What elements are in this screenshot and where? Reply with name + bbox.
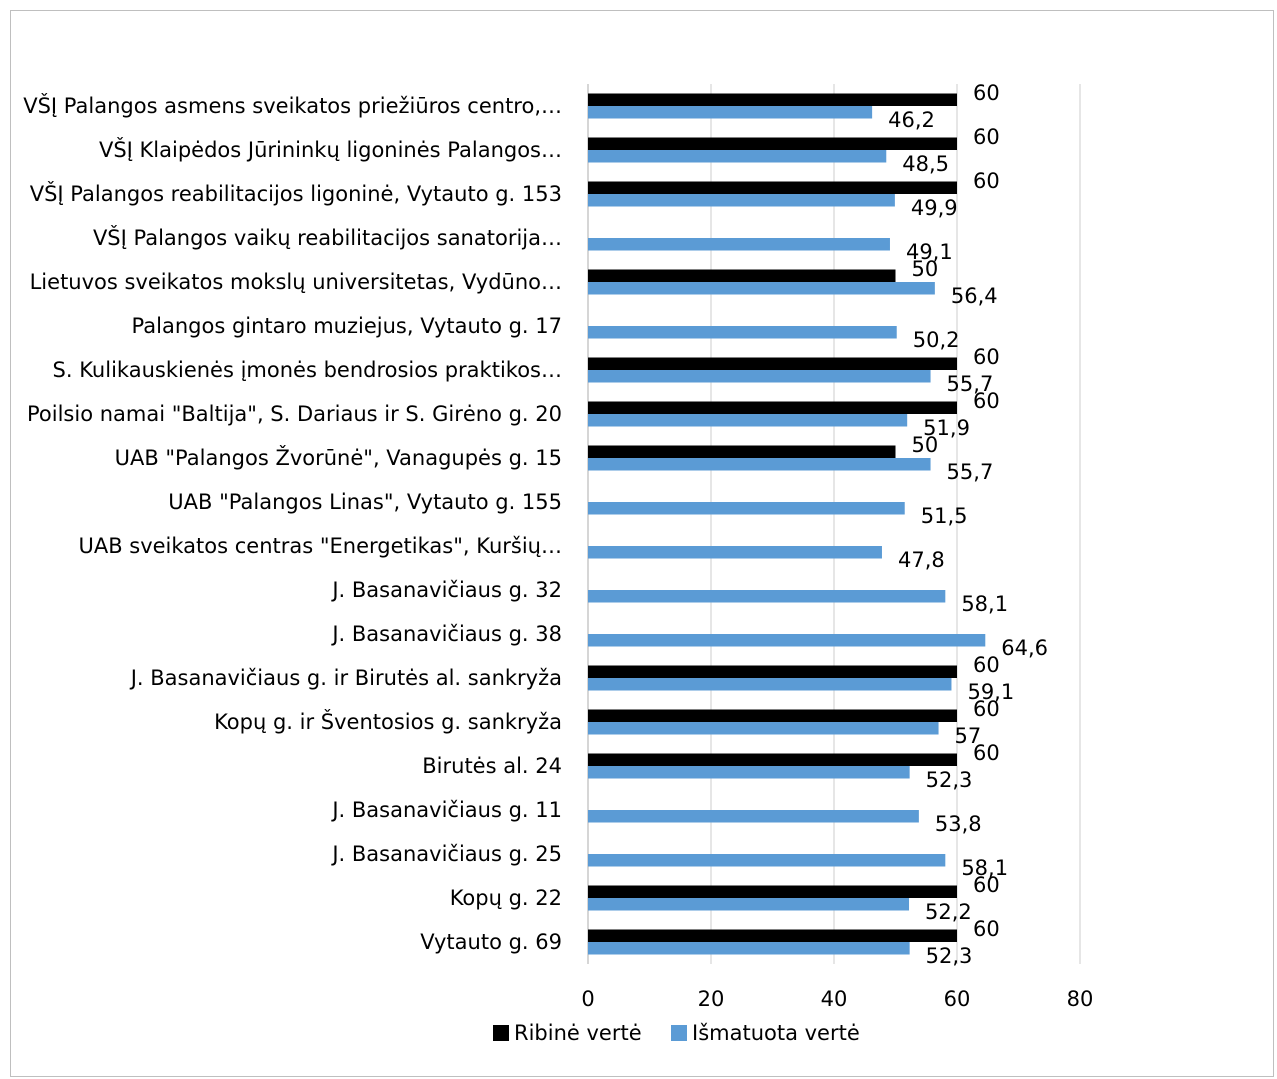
bar-ismatuota-15 [588,766,910,779]
category-label-6: S. Kulikauskienės įmonės bendrosios prak… [53,358,562,382]
bar-ismatuota-4 [588,282,935,295]
category-label-15: Birutės al. 24 [422,754,562,778]
category-label-10: UAB sveikatos centras "Energetikas", Kur… [78,534,562,558]
bar-ribine-14 [588,709,957,722]
data-label-ismatuota-17: 58,1 [961,856,1008,880]
bar-ribine-19 [588,929,957,942]
category-label-5: Palangos gintaro muziejus, Vytauto g. 17 [132,314,562,338]
data-label-ribine-7: 60 [973,389,1000,413]
data-label-ismatuota-5: 50,2 [913,328,960,352]
bar-ribine-7 [588,401,957,414]
bar-ribine-1 [588,137,957,150]
bar-ismatuota-8 [588,458,931,471]
data-label-ismatuota-14: 57 [955,724,982,748]
data-label-ismatuota-6: 55,7 [947,372,994,396]
data-label-ribine-8: 50 [912,433,939,457]
data-label-ismatuota-18: 52,2 [925,900,972,924]
bar-ismatuota-3 [588,238,890,251]
bar-ismatuota-13 [588,678,952,691]
bar-ribine-0 [588,93,957,106]
bar-ismatuota-1 [588,150,887,163]
bar-ismatuota-6 [588,370,931,383]
category-label-13: J. Basanavičiaus g. ir Birutės al. sankr… [129,666,562,690]
category-label-12: J. Basanavičiaus g. 38 [330,622,562,646]
bar-ismatuota-0 [588,106,873,119]
x-tick-label-2: 40 [821,987,848,1011]
x-tick-label-0: 0 [581,987,594,1011]
bar-ismatuota-17 [588,854,946,867]
data-label-ismatuota-4: 56,4 [951,284,998,308]
bar-ismatuota-18 [588,898,910,911]
data-label-ismatuota-13: 59,1 [967,680,1014,704]
x-tick-label-3: 60 [944,987,971,1011]
legend-swatch-ribine [493,1025,509,1041]
category-label-2: VŠĮ Palangos reabilitacijos ligoninė, Vy… [30,181,562,206]
data-label-ribine-4: 50 [912,257,939,281]
category-label-14: Kopų g. ir Šventosios g. sankryža [214,709,562,734]
bar-ismatuota-7 [588,414,908,427]
data-label-ribine-2: 60 [973,169,1000,193]
data-label-ribine-14: 60 [973,697,1000,721]
category-label-11: J. Basanavičiaus g. 32 [330,578,562,602]
bar-ismatuota-9 [588,502,905,515]
bar-ismatuota-5 [588,326,897,339]
category-label-9: UAB "Palangos Linas", Vytauto g. 155 [168,490,562,514]
category-label-0: VŠĮ Palangos asmens sveikatos priežiūros… [23,93,562,118]
bar-ismatuota-12 [588,634,986,647]
bar-ribine-15 [588,753,957,766]
data-label-ismatuota-10: 47,8 [898,548,945,572]
bar-ismatuota-2 [588,194,895,207]
bar-ribine-2 [588,181,957,194]
data-label-ribine-6: 60 [973,345,1000,369]
data-label-ribine-13: 60 [973,653,1000,677]
data-label-ribine-19: 60 [973,917,1000,941]
category-label-19: Vytauto g. 69 [420,930,562,954]
data-label-ismatuota-12: 64,6 [1001,636,1048,660]
data-label-ismatuota-19: 52,3 [926,944,973,968]
legend-label-ribine: Ribinė vertė [514,1021,642,1045]
x-tick-label-4: 80 [1067,987,1094,1011]
bar-ribine-13 [588,665,957,678]
category-label-4: Lietuvos sveikatos mokslų universitetas,… [30,270,562,294]
data-label-ismatuota-9: 51,5 [921,504,968,528]
category-label-17: J. Basanavičiaus g. 25 [330,842,562,866]
bar-ribine-8 [588,445,896,458]
bar-ismatuota-11 [588,590,946,603]
data-label-ribine-18: 60 [973,873,1000,897]
category-label-3: VŠĮ Palangos vaikų reabilitacijos sanato… [93,225,562,250]
legend-swatch-ismatuota [671,1025,687,1041]
data-label-ismatuota-1: 48,5 [902,152,949,176]
data-label-ismatuota-0: 46,2 [888,108,935,132]
category-label-7: Poilsio namai "Baltija", S. Dariaus ir S… [27,402,562,426]
data-label-ismatuota-8: 55,7 [947,460,994,484]
bar-ismatuota-10 [588,546,882,559]
data-label-ismatuota-2: 49,9 [911,196,958,220]
bar-ribine-4 [588,269,896,282]
data-label-ribine-15: 60 [973,741,1000,765]
data-label-ismatuota-7: 51,9 [923,416,970,440]
bar-ismatuota-14 [588,722,939,735]
legend-label-ismatuota: Išmatuota vertė [692,1021,860,1045]
data-label-ribine-1: 60 [973,125,1000,149]
x-tick-label-1: 20 [698,987,725,1011]
category-label-16: J. Basanavičiaus g. 11 [330,798,562,822]
bar-ribine-6 [588,357,957,370]
chart-frame [10,10,1274,1077]
data-label-ismatuota-3: 49,1 [906,240,953,264]
bar-ribine-18 [588,885,957,898]
category-label-8: UAB "Palangos Žvorūnė", Vanagupės g. 15 [115,445,562,470]
category-label-18: Kopų g. 22 [450,886,562,910]
bar-ismatuota-16 [588,810,919,823]
data-label-ismatuota-16: 53,8 [935,812,982,836]
data-label-ismatuota-15: 52,3 [926,768,973,792]
category-label-1: VŠĮ Klaipėdos Jūrininkų ligoninės Palang… [99,137,562,162]
data-label-ribine-0: 60 [973,81,1000,105]
bar-ismatuota-19 [588,942,910,955]
data-label-ismatuota-11: 58,1 [961,592,1008,616]
